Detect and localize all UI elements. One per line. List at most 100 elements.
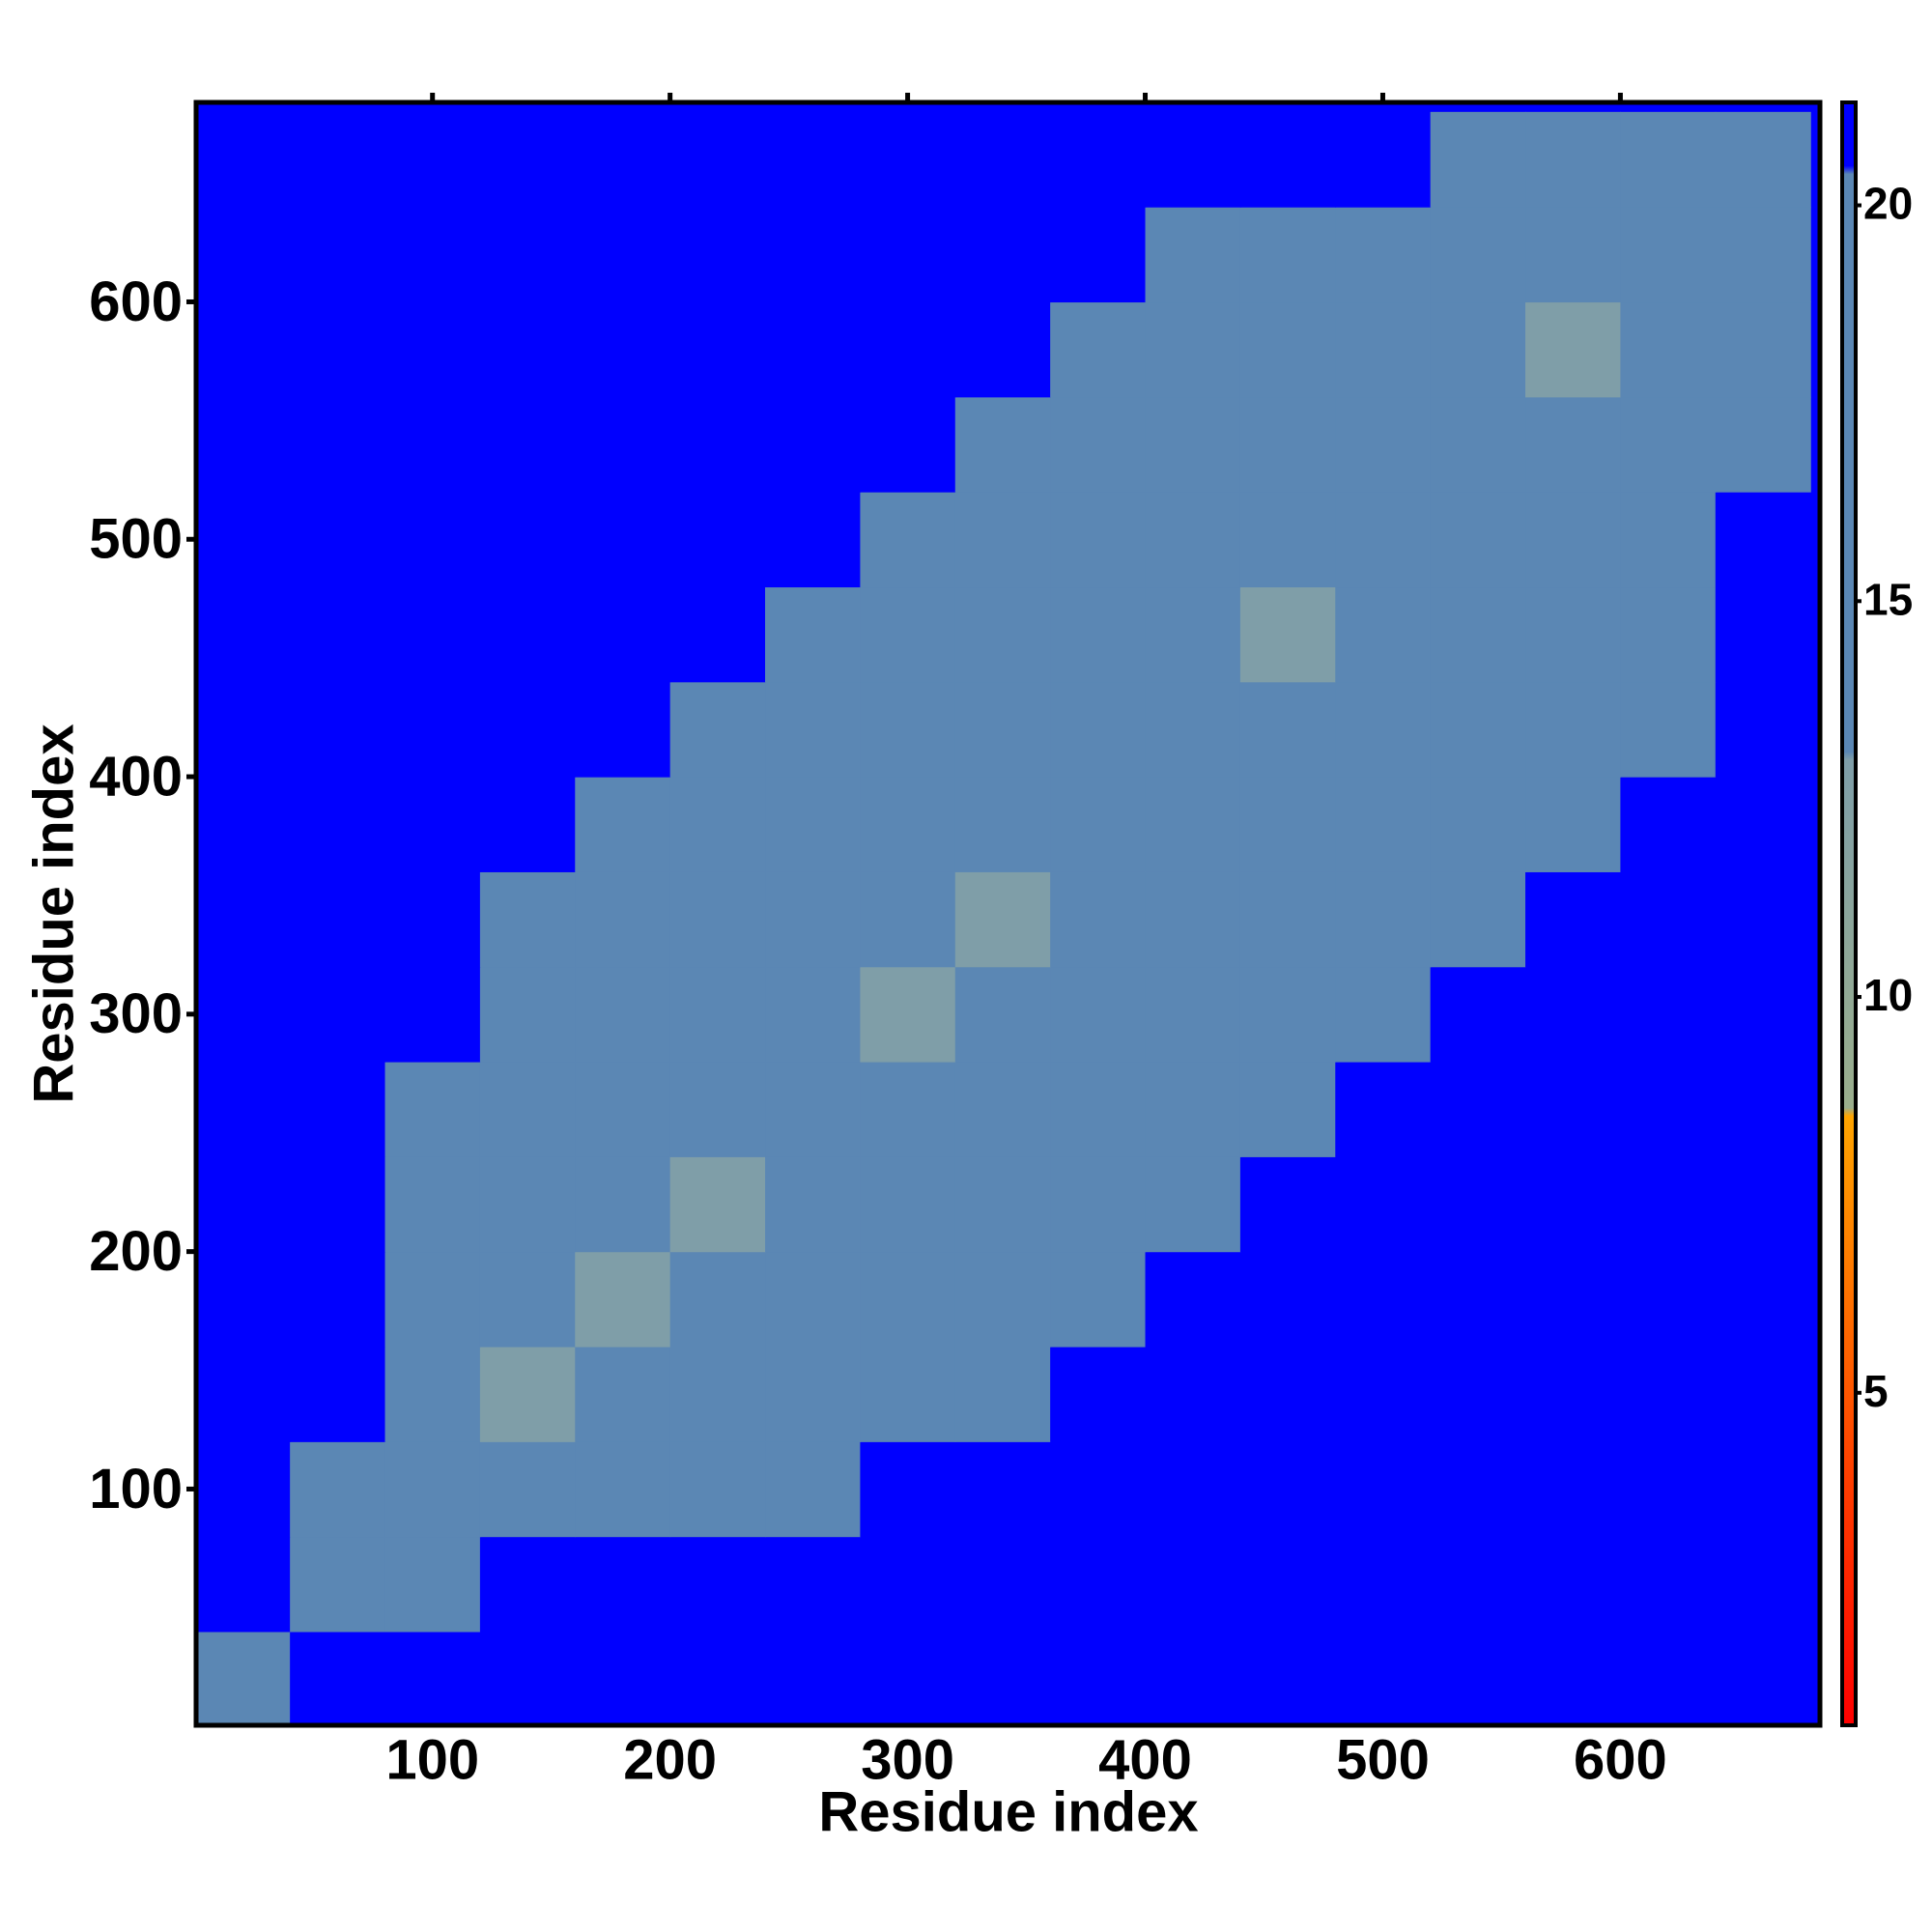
heatmap-cell [1335,1156,1432,1253]
heatmap-cell [384,1631,481,1725]
heatmap-cell [1430,586,1526,683]
heatmap-cell [765,111,862,208]
heatmap-cell [1239,777,1336,872]
heatmap-cell [1525,1062,1622,1157]
heatmap-cell [1335,1536,1432,1633]
heatmap-cell [290,966,386,1063]
heatmap-cell [290,1536,386,1633]
heatmap-cell [1239,586,1336,683]
heatmap-cell [1620,301,1717,398]
heatmap-cell [954,301,1051,398]
heatmap-cell [384,301,481,398]
heatmap-cell [384,1536,481,1633]
heatmap-cell [954,492,1051,588]
heatmap-cell [765,207,862,303]
heatmap-cell [1715,777,1811,872]
x-tick-label: 500 [1336,1728,1430,1791]
heatmap-cell [1430,1631,1526,1725]
heatmap-cell [1335,1441,1432,1538]
colorbar-segment [1842,173,1856,753]
colorbar-segment [1842,1115,1856,1473]
colorbar-tick-label: 20 [1863,179,1913,229]
heatmap-cell [765,1441,862,1538]
heatmap-cell [860,1536,956,1633]
heatmap-cell [1620,492,1717,588]
heatmap-cell [384,396,481,493]
heatmap-cell [290,207,386,303]
heatmap-cells [196,102,1820,1725]
heatmap-cell [384,1062,481,1157]
colorbar-tick-label: 15 [1863,574,1913,624]
heatmap-cell [290,1441,386,1538]
heatmap-cell [196,1156,291,1253]
heatmap-cell [1715,301,1811,398]
heatmap-cell [384,777,481,872]
heatmap-cell [1715,586,1811,683]
heatmap-cell [765,301,862,398]
heatmap-cell [479,1346,576,1442]
heatmap-cell [1239,301,1336,398]
heatmap-cell [1239,207,1336,303]
y-tick-label: 200 [89,1220,183,1283]
heatmap-cell [1335,1062,1432,1157]
heatmap-cell [860,1441,956,1538]
heatmap-cell [1715,1536,1811,1633]
heatmap-cell [1239,1631,1336,1725]
heatmap-cell [384,1441,481,1538]
heatmap-cell [290,301,386,398]
heatmap-cell [669,586,766,683]
heatmap-cell [1335,1631,1432,1725]
heatmap-cell [575,207,671,303]
heatmap-cell [1715,492,1811,588]
heatmap-cell [384,111,481,208]
heatmap-cell [1335,1346,1432,1442]
heatmap-cell [1050,1251,1147,1348]
heatmap-cell [860,1251,956,1348]
heatmap-cell [669,1346,766,1442]
heatmap-cell [1430,1251,1526,1348]
heatmap-cell [1430,207,1526,303]
heatmap-cell [954,111,1051,208]
heatmap-cell [765,681,862,778]
y-tick-label: 500 [89,508,183,571]
heatmap-cell [1239,1536,1336,1633]
heatmap-cell [669,396,766,493]
heatmap-cell [1430,301,1526,398]
heatmap-cell [1335,586,1432,683]
heatmap-cell [290,396,386,493]
heatmap-cell [290,777,386,872]
heatmap-cell [479,1441,576,1538]
heatmap-cell [1239,1441,1336,1538]
plot-frame [193,99,1823,1728]
heatmap-cell [1525,871,1622,968]
y-axis-title: Residue index [22,724,85,1103]
heatmap-cell [1335,871,1432,968]
colorbar-tick-label: 10 [1863,970,1913,1020]
heatmap-cell [1335,681,1432,778]
heatmap-cell [384,1156,481,1253]
heatmap-cell [290,1631,386,1725]
colorbar-tick-label: 5 [1863,1366,1889,1416]
heatmap-cell [384,966,481,1063]
heatmap-cell [1335,492,1432,588]
heatmap-cell [196,1536,291,1633]
heatmap-cell [290,1251,386,1348]
heatmap-cell [575,1251,671,1348]
heatmap-cell [860,492,956,588]
heatmap-cell [860,871,956,968]
heatmap-cell [1430,681,1526,778]
heatmap-cell [1239,1062,1336,1157]
heatmap-cell [1620,777,1717,872]
heatmap-cell [196,396,291,493]
heatmap-cell [669,301,766,398]
heatmap-cell [1430,396,1526,493]
heatmap-cell [1525,1251,1622,1348]
heatmap-cell [765,1346,862,1442]
heatmap-cell [1145,492,1241,588]
heatmap-cell [479,1631,576,1725]
heatmap-cell [290,111,386,208]
heatmap-cell [384,586,481,683]
heatmap-cell [196,1251,291,1348]
heatmap-cell [1620,1251,1717,1348]
